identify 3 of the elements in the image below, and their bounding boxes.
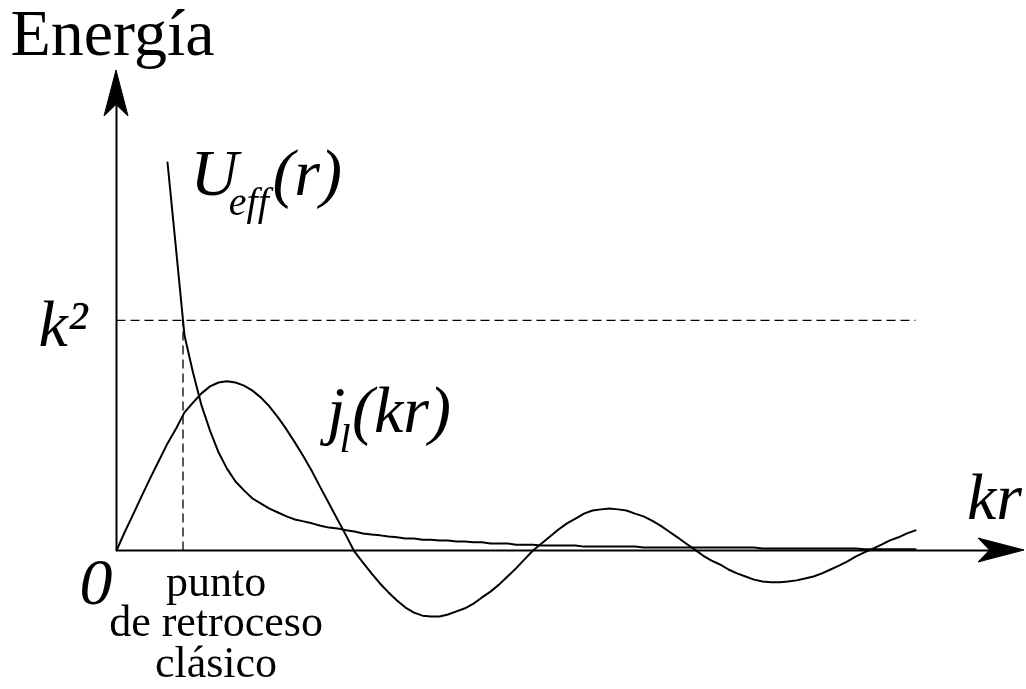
ref-line-label: k² [38,286,89,360]
x-axis-title: kr [967,459,1023,533]
y-axis-title: Energía [10,0,215,69]
